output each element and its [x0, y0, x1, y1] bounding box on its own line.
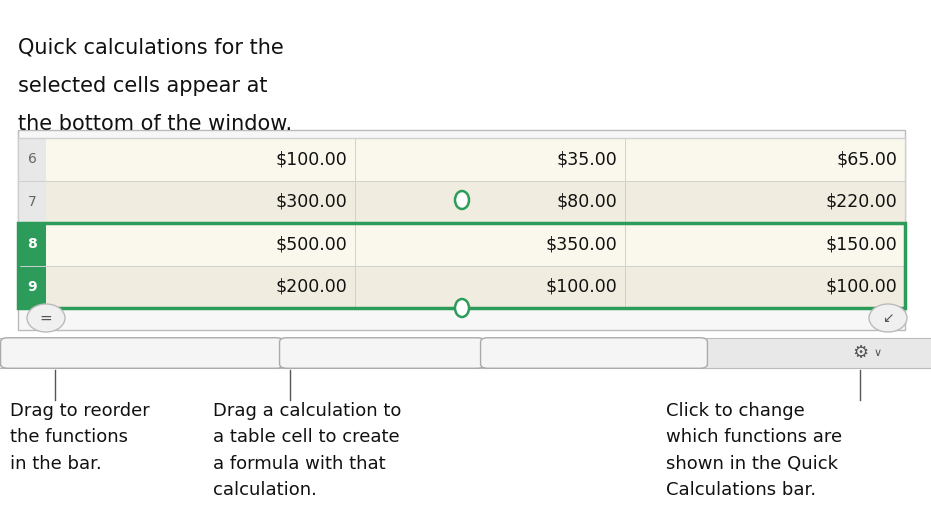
Ellipse shape [455, 191, 469, 209]
Text: ↙: ↙ [883, 311, 894, 325]
Bar [18, 265, 46, 308]
Text: $150.00: $150.00 [825, 235, 897, 253]
Ellipse shape [455, 299, 469, 317]
Text: $220.00: $220.00 [825, 193, 897, 211]
Text: 6: 6 [28, 152, 36, 167]
Text: $233.33: $233.33 [69, 345, 135, 361]
Text: $200.00: $200.00 [276, 278, 347, 296]
Bar [625, 223, 905, 265]
Text: Drag a calculation to
a table cell to create
a formula with that
calculation.: Drag a calculation to a table cell to cr… [213, 402, 401, 499]
Text: Click to change
which functions are
shown in the Quick
Calculations bar.: Click to change which functions are show… [666, 402, 843, 499]
Text: 8: 8 [27, 237, 37, 251]
Bar [46, 138, 355, 180]
Text: 7: 7 [28, 195, 36, 209]
Text: $300.00: $300.00 [276, 193, 347, 211]
Bar [355, 180, 625, 223]
Text: Quick calculations for the: Quick calculations for the [18, 38, 284, 58]
FancyBboxPatch shape [480, 338, 708, 368]
Text: $500.00: $500.00 [276, 235, 347, 253]
Text: $80.00: $80.00 [556, 193, 617, 211]
Bar [355, 138, 625, 180]
Text: AVERAGE: AVERAGE [20, 346, 74, 360]
Text: 9: 9 [27, 280, 37, 294]
Bar [18, 180, 46, 223]
Bar [46, 180, 355, 223]
Bar [625, 138, 905, 180]
Text: MAX: MAX [299, 346, 325, 360]
Text: $100.00: $100.00 [276, 150, 347, 168]
Text: selected cells appear at: selected cells appear at [18, 76, 267, 96]
Bar [46, 265, 355, 308]
Bar [0, 338, 931, 368]
Bar [46, 223, 355, 265]
Text: Drag to reorder
the functions
in the bar.: Drag to reorder the functions in the bar… [10, 402, 150, 473]
Text: ∨: ∨ [874, 348, 882, 358]
Text: $500.00: $500.00 [326, 345, 393, 361]
Text: $350.00: $350.00 [546, 235, 617, 253]
FancyBboxPatch shape [279, 338, 484, 368]
Bar [18, 223, 46, 265]
Ellipse shape [27, 304, 65, 332]
Bar [18, 138, 46, 180]
Text: 6: 6 [543, 345, 553, 361]
FancyBboxPatch shape [18, 130, 905, 330]
Text: the bottom of the window.: the bottom of the window. [18, 114, 292, 134]
Text: $65.00: $65.00 [836, 150, 897, 168]
Bar [625, 180, 905, 223]
Ellipse shape [869, 304, 907, 332]
Text: =: = [40, 311, 52, 326]
Bar [355, 265, 625, 308]
Text: ⚙: ⚙ [852, 344, 868, 362]
Text: $100.00: $100.00 [546, 278, 617, 296]
Text: COUNTA: COUNTA [500, 346, 549, 360]
Bar [355, 223, 625, 265]
FancyBboxPatch shape [1, 338, 283, 368]
Text: $100.00: $100.00 [825, 278, 897, 296]
Bar [625, 265, 905, 308]
Text: $35.00: $35.00 [556, 150, 617, 168]
